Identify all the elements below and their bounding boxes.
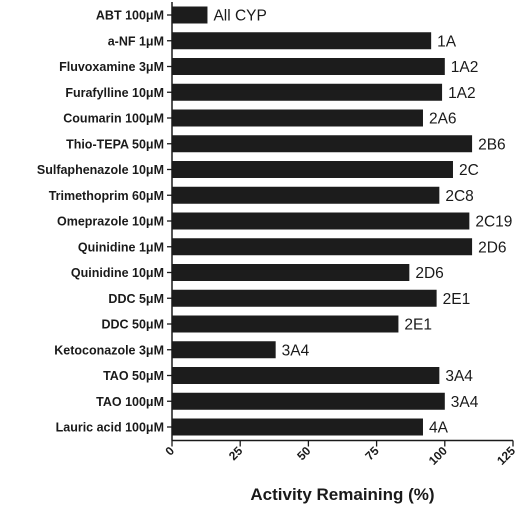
x-tick-label: 75 <box>362 443 382 463</box>
bar-label: 2C8 <box>445 188 473 205</box>
category-label: Furafylline 10μM <box>65 86 164 100</box>
category-label: Omeprazole 10μM <box>57 215 164 229</box>
x-tick-label: 50 <box>294 443 314 463</box>
bar <box>172 367 440 384</box>
category-label: Sulfaphenazole 10μM <box>37 163 164 177</box>
bar <box>172 264 410 281</box>
bar-label: 2E1 <box>443 291 471 308</box>
bar <box>172 315 399 333</box>
category-label: Fluvoxamine 3μM <box>59 60 164 74</box>
bar-label: All CYP <box>213 8 266 25</box>
category-label: Thio-TEPA 50μM <box>66 137 164 151</box>
category-label: DDC 5μM <box>108 292 164 306</box>
bar <box>172 418 423 436</box>
bar-label: 2E1 <box>404 317 432 334</box>
bar-label: 2D6 <box>478 239 506 256</box>
category-label: Quinidine 1μM <box>78 240 164 254</box>
bars <box>172 6 473 436</box>
bar-label: 1A <box>437 33 457 50</box>
bar <box>172 341 276 359</box>
category-label: a-NF 1μM <box>108 34 164 48</box>
x-axis-title: Activity Remaining (%) <box>250 485 434 504</box>
bar-labels: All CYP1A1A21A22A62B62C2C82C192D62D62E12… <box>213 8 512 437</box>
bar <box>172 289 437 307</box>
bar <box>172 186 440 204</box>
category-label: Lauric acid 100μM <box>56 421 164 435</box>
bar <box>172 392 445 410</box>
category-label: Trimethoprim 60μM <box>49 189 164 203</box>
bar-label: 2B6 <box>478 136 506 153</box>
bar <box>172 238 473 256</box>
bar-label: 1A2 <box>448 85 476 102</box>
x-tick-label: 100 <box>426 443 450 467</box>
x-tick-label: 25 <box>226 443 246 463</box>
bar-label: 3A4 <box>282 342 310 359</box>
bar-label: 3A4 <box>451 394 479 411</box>
bar <box>172 83 443 101</box>
category-label: TAO 100μM <box>96 395 164 409</box>
bar <box>172 161 453 178</box>
x-tick-label: 0 <box>162 444 177 459</box>
category-label: ABT 100μM <box>96 9 164 23</box>
category-label: Ketoconazole 3μM <box>54 343 164 357</box>
bar <box>172 32 432 50</box>
bar <box>172 135 473 153</box>
category-label: TAO 50μM <box>103 369 164 383</box>
bar <box>172 109 423 127</box>
x-tick-label: 125 <box>494 443 518 467</box>
bar-label: 2C <box>459 162 479 179</box>
category-label: Coumarin 100μM <box>63 112 164 126</box>
category-labels: ABT 100μM a-NF 1μM Fluvoxamine 3μM Furafyll… <box>37 9 164 435</box>
bar-label: 1A2 <box>451 59 479 76</box>
category-label: DDC 50μM <box>101 318 164 332</box>
bar-label: 2C19 <box>475 214 512 231</box>
bar-label: 4A <box>429 420 449 437</box>
bar <box>172 212 470 230</box>
bar-label: 3A4 <box>445 368 473 385</box>
bar <box>172 58 445 75</box>
category-label: Quinidine 10μM <box>71 266 164 280</box>
bar-label: 2A6 <box>429 111 457 128</box>
bar <box>172 6 208 24</box>
bar-label: 2D6 <box>415 265 443 282</box>
